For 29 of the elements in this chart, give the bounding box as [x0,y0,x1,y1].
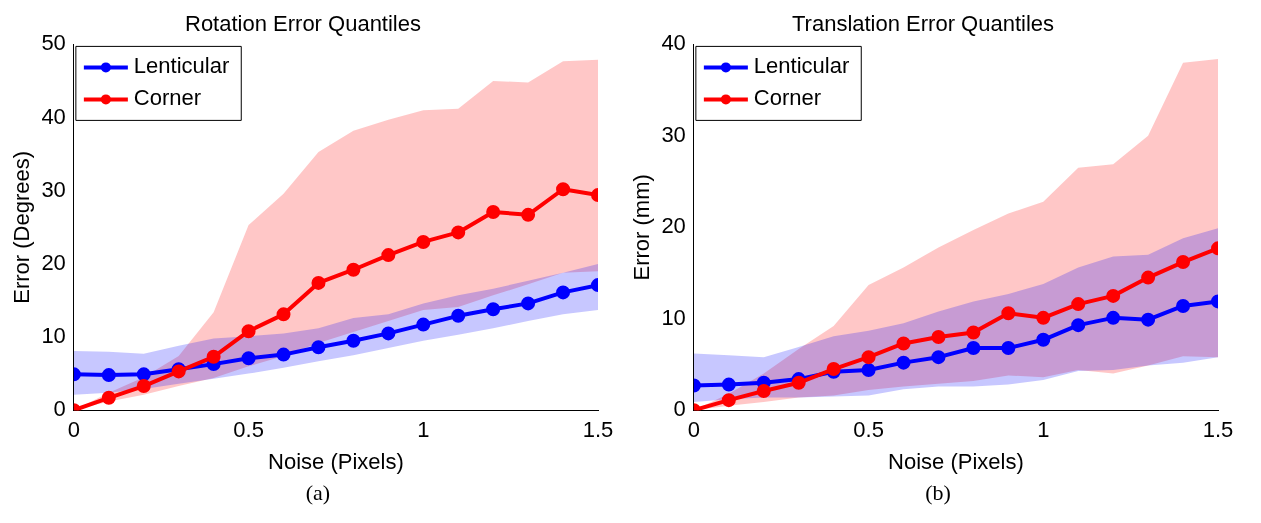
y-tick-label: 20 [661,213,686,239]
chart-title: Translation Error Quantiles [791,11,1055,37]
legend-label: Lenticular [753,53,850,79]
chart-title: Rotation Error Quantiles [185,11,421,37]
y-tick-label: 50 [41,30,66,56]
y-tick-label: 0 [673,396,686,422]
x-tick-label: 1.5 [582,417,614,443]
y-tick-label: 40 [661,30,686,56]
x-tick-label: 1 [417,417,430,443]
x-tick-label: 1 [1037,417,1050,443]
y-tick-label: 20 [41,249,66,275]
legend-label: Corner [753,85,822,111]
y-axis-title: Error (Degrees) [9,150,35,304]
text: (a) [304,480,332,506]
x-tick-label: 0.5 [233,417,264,443]
x-tick-label: 0.5 [853,417,884,443]
y-tick-label: 10 [661,304,686,330]
y-tick-label: 30 [661,121,686,147]
y-tick-label: 30 [41,176,66,202]
legend-label: Corner [133,85,202,111]
y-axis-title: Error (mm) [629,174,655,281]
x-axis-title: Noise (Pixels) [888,448,1024,474]
text: (b) [924,480,952,506]
x-tick-label: 1.5 [1202,417,1234,443]
y-tick-label: 0 [53,396,66,422]
x-axis-title: Noise (Pixels) [268,448,404,474]
y-tick-label: 10 [41,323,66,349]
legend-label: Lenticular [133,53,230,79]
y-tick-label: 40 [41,103,66,129]
